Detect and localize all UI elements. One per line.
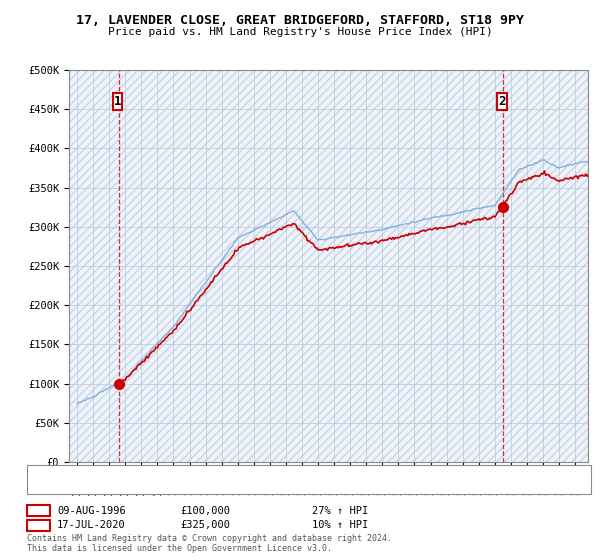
Text: 17, LAVENDER CLOSE, GREAT BRIDGEFORD, STAFFORD, ST18 9PY (detached house): 17, LAVENDER CLOSE, GREAT BRIDGEFORD, ST…	[63, 469, 483, 478]
Text: 09-AUG-1996: 09-AUG-1996	[57, 506, 126, 516]
Text: HPI: Average price, detached house, Stafford: HPI: Average price, detached house, Staf…	[63, 482, 316, 491]
Text: 1: 1	[35, 506, 42, 516]
Text: 10% ↑ HPI: 10% ↑ HPI	[312, 520, 368, 530]
FancyBboxPatch shape	[113, 93, 122, 110]
Text: £100,000: £100,000	[180, 506, 230, 516]
Text: Contains HM Land Registry data © Crown copyright and database right 2024.: Contains HM Land Registry data © Crown c…	[27, 534, 392, 543]
Text: 27% ↑ HPI: 27% ↑ HPI	[312, 506, 368, 516]
Text: 1: 1	[114, 95, 121, 108]
Text: 17, LAVENDER CLOSE, GREAT BRIDGEFORD, STAFFORD, ST18 9PY: 17, LAVENDER CLOSE, GREAT BRIDGEFORD, ST…	[76, 14, 524, 27]
Text: 17-JUL-2020: 17-JUL-2020	[57, 520, 126, 530]
Text: 2: 2	[498, 95, 506, 108]
FancyBboxPatch shape	[497, 93, 506, 110]
Text: Price paid vs. HM Land Registry's House Price Index (HPI): Price paid vs. HM Land Registry's House …	[107, 27, 493, 37]
Text: This data is licensed under the Open Government Licence v3.0.: This data is licensed under the Open Gov…	[27, 544, 332, 553]
Text: £325,000: £325,000	[180, 520, 230, 530]
Text: ——: ——	[33, 480, 48, 493]
Text: 2: 2	[35, 520, 42, 530]
Text: ——: ——	[33, 466, 48, 479]
